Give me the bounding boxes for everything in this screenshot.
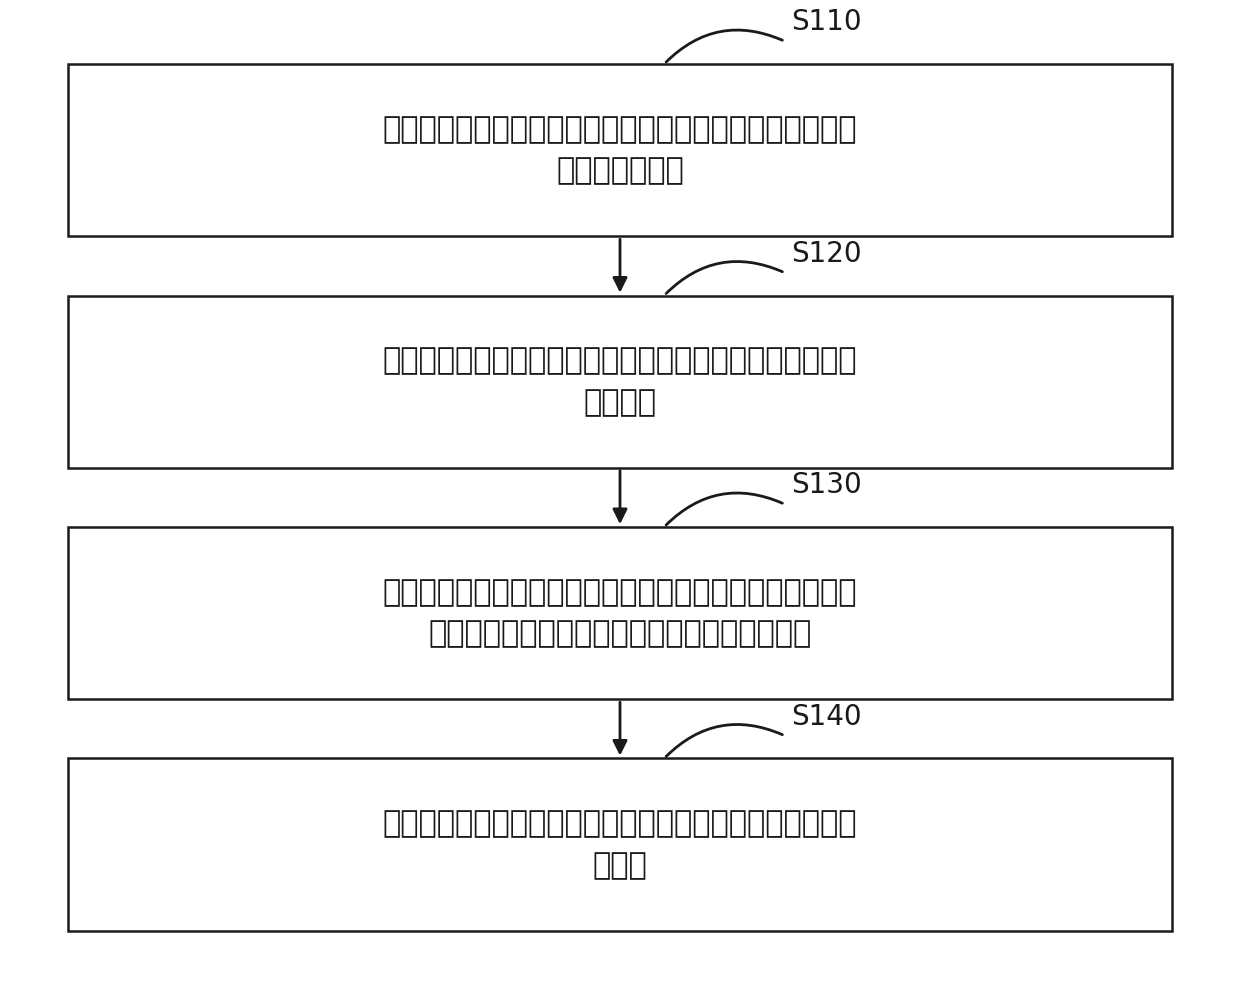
Text: 在绝对值小于或等于预设值时，将当前修正量确认为电缆的: 在绝对值小于或等于预设值时，将当前修正量确认为电缆的 bbox=[383, 810, 857, 838]
Text: S120: S120 bbox=[791, 240, 862, 268]
Text: 电流和铠装电流: 电流和铠装电流 bbox=[556, 157, 684, 185]
Text: 损耗因数: 损耗因数 bbox=[584, 388, 656, 417]
Bar bbox=[68, 296, 1172, 468]
Text: 载流量: 载流量 bbox=[593, 851, 647, 880]
Text: S130: S130 bbox=[791, 472, 862, 499]
Text: 采用电缆线路系统模型处理当前载流量，获取电缆金属护套: 采用电缆线路系统模型处理当前载流量，获取电缆金属护套 bbox=[383, 115, 857, 144]
Bar bbox=[68, 64, 1172, 236]
Text: S110: S110 bbox=[791, 9, 862, 36]
Text: 根据当前载流量、电缆金属护套电流和铠装电流，获取当前: 根据当前载流量、电缆金属护套电流和铠装电流，获取当前 bbox=[383, 347, 857, 375]
Text: 采用电缆载流量模型处理当前损耗因数，获取当前修正量；: 采用电缆载流量模型处理当前损耗因数，获取当前修正量； bbox=[383, 578, 857, 607]
Text: S140: S140 bbox=[791, 703, 862, 731]
Bar bbox=[68, 527, 1172, 699]
Text: 并获取当前修正量与当前载流量的差值的绝对值: 并获取当前修正量与当前载流量的差值的绝对值 bbox=[428, 620, 812, 648]
Bar bbox=[68, 758, 1172, 931]
